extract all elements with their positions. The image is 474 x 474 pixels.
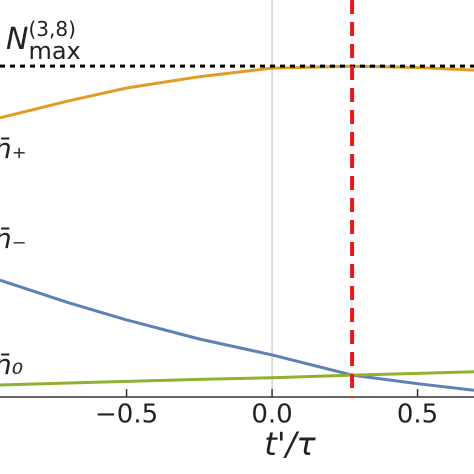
data-line [0, 278, 474, 392]
x-tick-label: 0.5 [397, 400, 438, 430]
label-main: N [6, 22, 28, 57]
series-label: n̄₀ [0, 348, 23, 381]
x-tick-label: −0.5 [95, 400, 158, 430]
series-label: n̄₊ [0, 132, 27, 165]
label-sup: (3,8) [28, 17, 75, 41]
x-axis-label: t'/τ [264, 425, 316, 463]
label-sub: max [28, 37, 80, 65]
series-label: n̄₋ [0, 222, 27, 255]
x-tick-label: 0.0 [251, 400, 292, 430]
data-line [0, 64, 474, 120]
reference-label: N(3,8) max [6, 17, 81, 66]
data-line [0, 370, 474, 387]
